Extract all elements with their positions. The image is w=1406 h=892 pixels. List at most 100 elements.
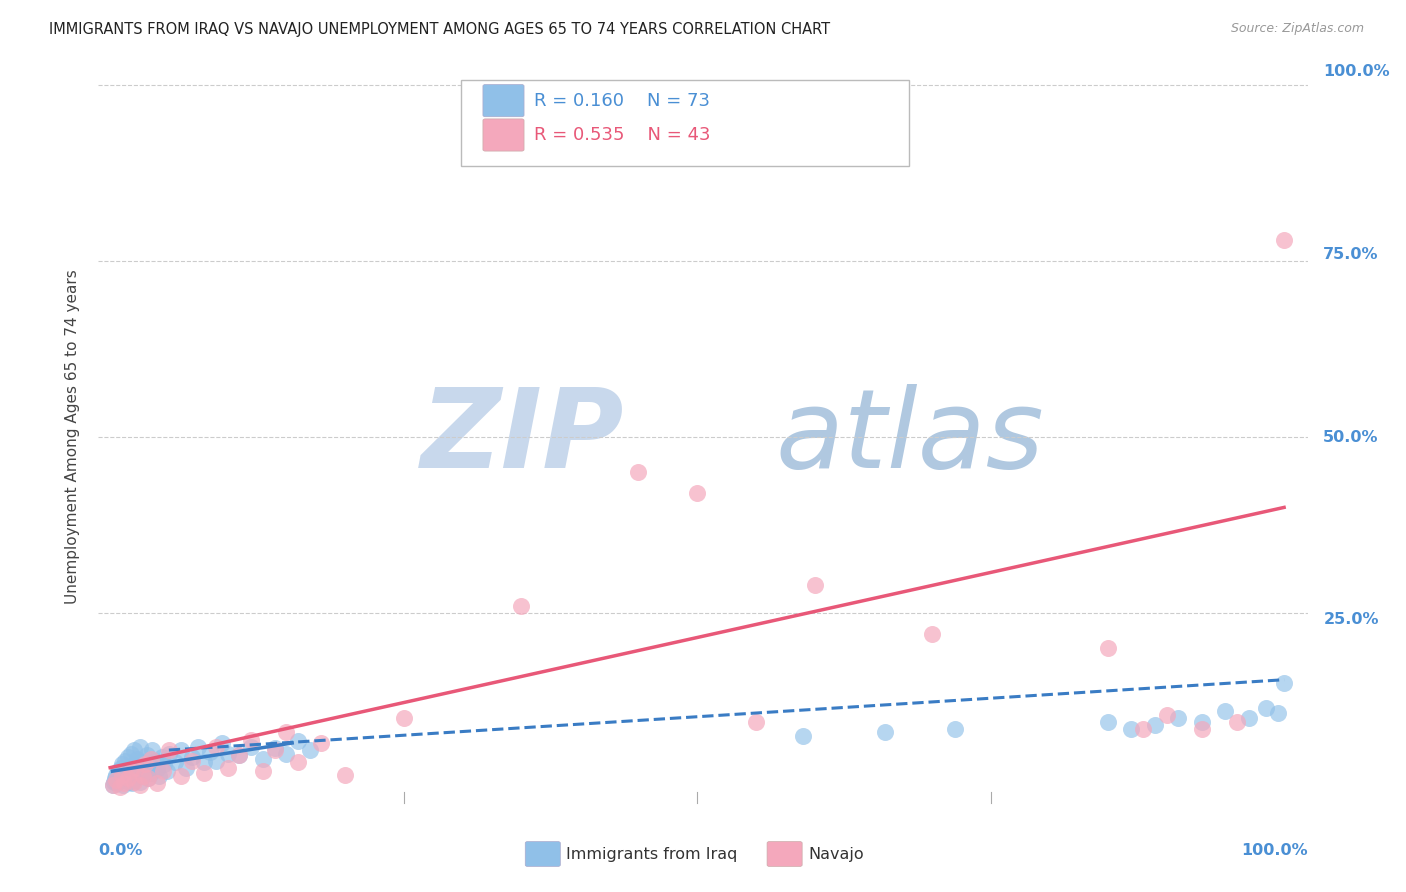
FancyBboxPatch shape: [482, 119, 524, 151]
Point: [181, 754, 204, 768]
Point: [101, 778, 124, 792]
Point: [138, 757, 160, 772]
Text: 0.0%: 0.0%: [98, 843, 143, 858]
Point: [1272, 676, 1295, 690]
Point: [1191, 714, 1213, 729]
Point: [112, 766, 135, 780]
Point: [117, 761, 139, 775]
Point: [169, 769, 191, 783]
Point: [101, 778, 124, 792]
FancyBboxPatch shape: [461, 80, 908, 167]
Point: [252, 752, 274, 766]
Point: [148, 769, 170, 783]
Point: [128, 739, 150, 754]
Point: [112, 776, 135, 790]
Point: [627, 465, 650, 479]
Point: [103, 774, 125, 789]
Point: [1143, 718, 1166, 732]
Point: [392, 711, 415, 725]
Point: [1267, 706, 1289, 720]
Point: [127, 764, 149, 779]
Text: Immigrants from Iraq: Immigrants from Iraq: [567, 847, 738, 862]
Point: [128, 778, 150, 792]
Point: [792, 729, 814, 743]
Point: [132, 769, 155, 783]
Point: [1121, 722, 1143, 736]
Point: [141, 752, 163, 766]
Point: [120, 747, 142, 761]
Point: [108, 780, 131, 795]
Point: [921, 627, 943, 641]
Point: [240, 732, 263, 747]
Point: [125, 771, 148, 785]
Text: Navajo: Navajo: [808, 847, 863, 862]
Point: [240, 739, 263, 754]
Point: [111, 767, 134, 781]
Point: [105, 776, 128, 790]
Point: [873, 725, 896, 739]
Point: [111, 769, 134, 783]
Point: [187, 739, 209, 754]
Point: [132, 767, 155, 781]
Point: [134, 761, 156, 775]
Point: [276, 747, 298, 761]
Point: [198, 745, 221, 759]
Point: [107, 764, 129, 779]
Point: [1156, 707, 1178, 722]
Point: [117, 750, 139, 764]
Text: 100.0%: 100.0%: [1241, 843, 1308, 858]
Point: [146, 776, 169, 790]
Point: [136, 771, 159, 785]
Point: [122, 767, 145, 781]
Point: [1167, 711, 1189, 725]
Point: [127, 752, 149, 766]
Text: atlas: atlas: [776, 384, 1045, 491]
Point: [1097, 641, 1119, 656]
Point: [141, 743, 163, 757]
Point: [104, 771, 127, 785]
Text: R = 0.160    N = 73: R = 0.160 N = 73: [534, 92, 710, 110]
Point: [803, 578, 825, 592]
Point: [263, 743, 285, 757]
Point: [141, 766, 163, 780]
Point: [287, 734, 309, 748]
Point: [157, 743, 180, 757]
Point: [1272, 233, 1295, 247]
Point: [263, 740, 285, 755]
Point: [169, 743, 191, 757]
Point: [108, 773, 131, 788]
Point: [686, 486, 709, 500]
Point: [114, 754, 136, 768]
Point: [252, 764, 274, 779]
FancyBboxPatch shape: [526, 841, 561, 866]
Point: [134, 757, 156, 772]
Point: [228, 747, 250, 762]
Point: [153, 757, 176, 772]
Point: [945, 722, 967, 736]
FancyBboxPatch shape: [482, 85, 524, 117]
Point: [1132, 722, 1154, 736]
Point: [143, 754, 166, 768]
Point: [118, 774, 141, 789]
Point: [124, 757, 146, 772]
Point: [745, 714, 768, 729]
Point: [1237, 711, 1260, 725]
Text: Source: ZipAtlas.com: Source: ZipAtlas.com: [1230, 22, 1364, 36]
Point: [193, 766, 215, 780]
Point: [112, 778, 135, 792]
Point: [136, 771, 159, 785]
Point: [311, 736, 333, 750]
Text: R = 0.535    N = 43: R = 0.535 N = 43: [534, 126, 710, 144]
Text: 75.0%: 75.0%: [1323, 247, 1379, 261]
Text: ZIP: ZIP: [420, 384, 624, 491]
Point: [129, 755, 152, 769]
Point: [333, 767, 356, 781]
Point: [157, 747, 180, 761]
Point: [510, 599, 533, 613]
Point: [176, 761, 198, 775]
Text: 25.0%: 25.0%: [1323, 613, 1379, 627]
Point: [298, 743, 321, 757]
Point: [1226, 714, 1249, 729]
Y-axis label: Unemployment Among Ages 65 to 74 years: Unemployment Among Ages 65 to 74 years: [65, 269, 80, 605]
Text: 50.0%: 50.0%: [1323, 430, 1379, 444]
